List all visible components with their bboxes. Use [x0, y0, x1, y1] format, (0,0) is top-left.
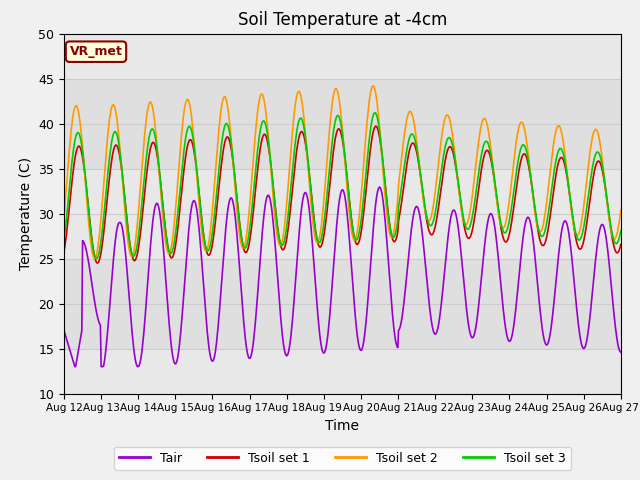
Tsoil set 3 — [412, 139, 419, 145]
Tsoil set 1 — [617, 242, 625, 248]
Tsoil set 1 — [70, 161, 78, 167]
Tsoil set 1 — [60, 249, 68, 255]
Tsoil set 3 — [93, 256, 100, 262]
Tsoil set 3 — [70, 143, 78, 148]
Tsoil set 2 — [428, 211, 436, 217]
Tair — [60, 328, 68, 334]
Tsoil set 3 — [60, 237, 68, 243]
Bar — [64, 123, 621, 168]
Tsoil set 2 — [412, 130, 419, 136]
Tsoil set 3 — [185, 124, 193, 130]
Tsoil set 2 — [617, 207, 625, 213]
Tsoil set 2 — [91, 255, 99, 261]
Bar — [64, 259, 621, 303]
Tair — [428, 321, 436, 327]
Tair — [617, 349, 625, 355]
Tair — [71, 364, 79, 370]
Bar — [64, 79, 621, 123]
Tsoil set 3 — [371, 110, 378, 116]
Tair — [70, 361, 78, 367]
Tsoil set 2 — [60, 214, 68, 220]
Line: Tsoil set 2: Tsoil set 2 — [64, 86, 621, 258]
Tsoil set 1 — [93, 260, 101, 266]
Tsoil set 1 — [412, 145, 419, 151]
Tsoil set 1 — [372, 123, 380, 129]
Tsoil set 3 — [428, 222, 436, 228]
Tair — [412, 204, 419, 210]
Tsoil set 2 — [185, 98, 193, 104]
Tsoil set 1 — [128, 253, 136, 259]
Title: Soil Temperature at -4cm: Soil Temperature at -4cm — [237, 11, 447, 29]
Legend: Tair, Tsoil set 1, Tsoil set 2, Tsoil set 3: Tair, Tsoil set 1, Tsoil set 2, Tsoil se… — [114, 447, 571, 469]
Tsoil set 3 — [128, 252, 136, 257]
Text: VR_met: VR_met — [70, 45, 122, 58]
X-axis label: Time: Time — [325, 419, 360, 433]
Tsoil set 3 — [214, 174, 222, 180]
Tair — [185, 228, 193, 234]
Tsoil set 3 — [617, 228, 625, 234]
Tsoil set 2 — [128, 253, 136, 259]
Bar — [64, 348, 621, 394]
Tsoil set 1 — [428, 232, 436, 238]
Tsoil set 2 — [70, 107, 78, 113]
Y-axis label: Temperature (C): Temperature (C) — [19, 157, 33, 270]
Line: Tair: Tair — [64, 187, 621, 367]
Tsoil set 2 — [369, 83, 377, 89]
Line: Tsoil set 1: Tsoil set 1 — [64, 126, 621, 263]
Tair — [214, 324, 222, 330]
Bar — [64, 34, 621, 79]
Bar — [64, 214, 621, 259]
Bar — [64, 168, 621, 214]
Tair — [375, 184, 383, 190]
Tair — [128, 330, 136, 336]
Bar — [64, 303, 621, 348]
Line: Tsoil set 3: Tsoil set 3 — [64, 113, 621, 259]
Tsoil set 2 — [214, 135, 222, 141]
Tsoil set 1 — [185, 139, 193, 144]
Tsoil set 1 — [214, 192, 222, 198]
